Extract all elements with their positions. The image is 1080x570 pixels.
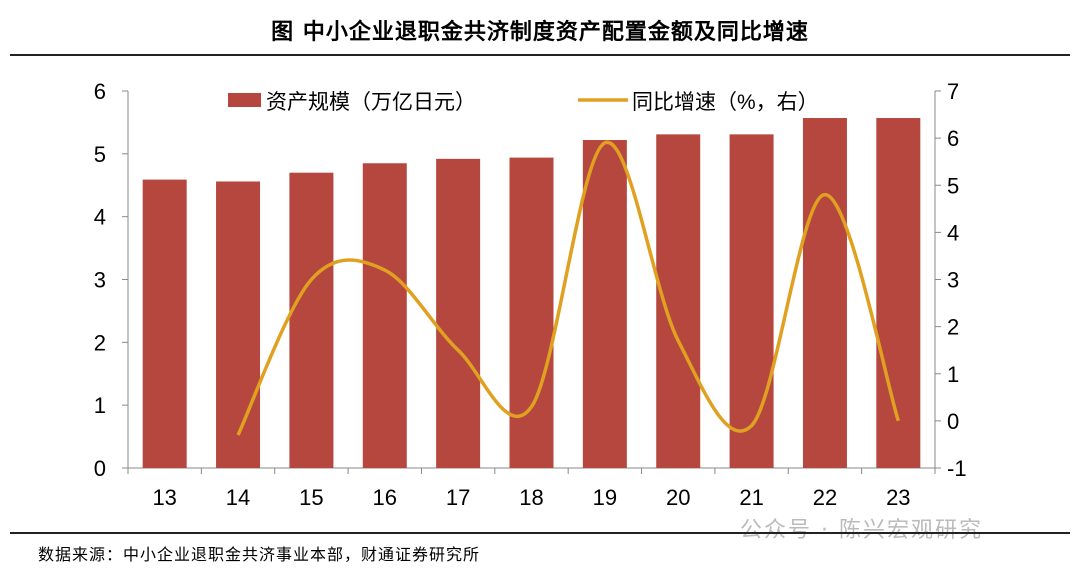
x-tick-label: 14: [226, 485, 250, 510]
bar-13: [142, 179, 187, 468]
bar-15: [289, 172, 334, 468]
right-tick-label: 7: [947, 79, 959, 104]
x-tick-label: 22: [813, 485, 837, 510]
bar-18: [509, 157, 554, 468]
x-tick-label: 18: [519, 485, 543, 510]
x-tick-label: 19: [593, 485, 617, 510]
right-tick-label: 2: [947, 315, 959, 340]
bar-23: [876, 118, 921, 468]
bar-19: [582, 140, 627, 468]
source-rule: [10, 532, 1070, 534]
bar-16: [362, 163, 407, 468]
bar-17: [436, 158, 481, 469]
title-rule: [10, 54, 1070, 56]
x-tick-label: 20: [666, 485, 690, 510]
source-note: 数据来源：中小企业退职金共济事业本部，财通证券研究所: [38, 545, 481, 564]
left-tick-label: 5: [94, 142, 106, 167]
x-tick-label: 17: [446, 485, 470, 510]
legend-bar-swatch: [228, 93, 261, 107]
x-tick-label: 13: [152, 485, 176, 510]
right-tick-label: 0: [947, 409, 959, 434]
right-tick-label: -1: [947, 456, 967, 481]
bar-21: [729, 134, 774, 469]
legend-bar-label: 资产规模（万亿日元）: [266, 91, 476, 114]
left-tick-label: 2: [94, 330, 106, 355]
chart-title: 图 中小企业退职金共济制度资产配置金额及同比增速: [271, 19, 809, 45]
right-tick-label: 1: [947, 362, 959, 387]
right-tick-label: 3: [947, 268, 959, 293]
left-tick-label: 6: [94, 79, 106, 104]
x-tick-label: 21: [739, 485, 763, 510]
x-tick-label: 23: [886, 485, 910, 510]
bar-22: [802, 118, 847, 468]
x-tick-label: 15: [299, 485, 323, 510]
bar-14: [216, 181, 261, 469]
x-tick-label: 16: [373, 485, 397, 510]
legend-line-label: 同比增速（%，右）: [632, 91, 819, 114]
right-tick-label: 5: [947, 173, 959, 198]
left-tick-label: 1: [94, 393, 106, 418]
growth-line: [236, 140, 900, 436]
left-tick-label: 4: [94, 205, 106, 230]
left-tick-label: 3: [94, 268, 106, 293]
watermark: 公众号 · 陈兴宏观研究: [740, 518, 983, 543]
right-tick-label: 6: [947, 126, 959, 151]
left-tick-label: 0: [94, 456, 106, 481]
right-tick-label: 4: [947, 220, 959, 245]
